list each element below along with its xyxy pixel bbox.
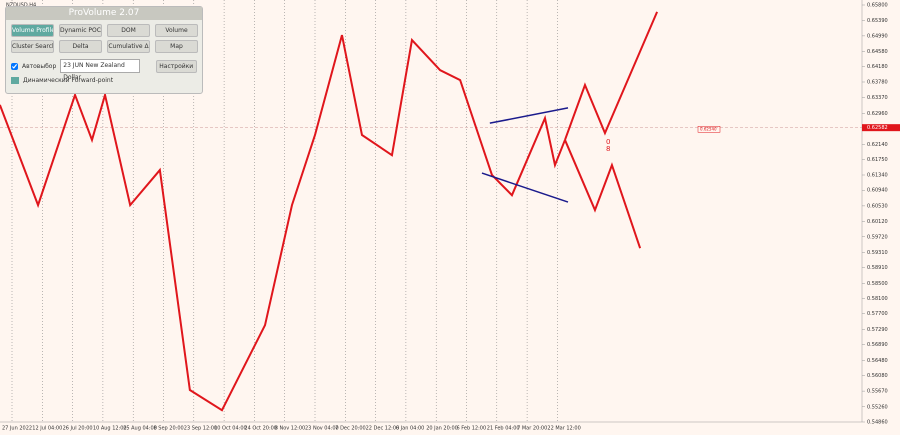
auto-label: Автовыбор bbox=[22, 62, 57, 70]
y-tick-label: 0.57290 bbox=[867, 327, 888, 333]
instrument-select[interactable]: 23 JUN New Zealand Dollar bbox=[60, 59, 140, 81]
x-tick-label: 10 Oct 04:00 bbox=[214, 426, 247, 432]
y-tick-label: 0.61340 bbox=[867, 173, 888, 179]
panel-button[interactable]: Volume bbox=[155, 24, 198, 37]
bid-label: 0.62540 bbox=[700, 126, 717, 131]
symbol: NZDUSD,H4 bbox=[6, 3, 36, 9]
panel-button[interactable]: Delta bbox=[59, 40, 102, 53]
x-tick-label: 23 Sep 12:00 bbox=[184, 426, 217, 432]
x-tick-label: 23 Nov 04:00 bbox=[305, 426, 339, 432]
y-tick-label: 0.65800 bbox=[867, 3, 888, 9]
panel-button[interactable]: Cumulative Δ bbox=[107, 40, 150, 53]
x-tick-label: 8 Nov 12:00 bbox=[275, 426, 306, 432]
x-tick-label: 7 Mar 20:00 bbox=[517, 426, 547, 432]
x-tick-label: 22 Dec 12:00 bbox=[366, 426, 400, 432]
wave-label: 0 bbox=[606, 138, 610, 146]
y-tick-label: 0.63370 bbox=[867, 95, 888, 101]
y-tick-label: 0.58100 bbox=[867, 296, 888, 302]
panel-title: ProVolume 2.07 bbox=[6, 7, 202, 20]
x-tick-label: 20 Jan 20:00 bbox=[426, 426, 458, 432]
auto-checkbox[interactable] bbox=[11, 62, 18, 70]
button-grid: Volume Profile Dynamic POC DOM Volume Cluste… bbox=[6, 20, 202, 57]
forward-row: Динамический Forward-point bbox=[6, 75, 202, 86]
x-tick-label: 24 Oct 20:00 bbox=[244, 426, 277, 432]
x-tick-label: 10 Aug 12:00 bbox=[93, 426, 127, 432]
x-tick-label: 7 Dec 20:00 bbox=[335, 426, 365, 432]
panel-button[interactable]: Volume Profile bbox=[11, 24, 54, 37]
y-tick-label: 0.64990 bbox=[867, 33, 888, 39]
y-tick-label: 0.56080 bbox=[867, 373, 888, 379]
x-tick-label: 21 Feb 04:00 bbox=[487, 426, 520, 432]
y-tick-label: 0.62140 bbox=[867, 142, 888, 148]
panel-button[interactable]: Cluster Search bbox=[11, 40, 54, 53]
bid-tag bbox=[697, 126, 721, 133]
y-tick-label: 0.60530 bbox=[867, 203, 888, 209]
y-tick-label: 0.62960 bbox=[867, 111, 888, 117]
settings-button[interactable]: Настройки bbox=[155, 59, 197, 73]
y-tick-label: 0.56480 bbox=[867, 358, 888, 364]
y-tick-label: 0.60940 bbox=[867, 188, 888, 194]
price-tag bbox=[862, 124, 900, 132]
forward-label: Динамический Forward-point bbox=[23, 77, 114, 84]
y-tick-label: 0.64180 bbox=[867, 64, 888, 70]
zigzag bbox=[0, 34, 566, 412]
y-tick-label: 0.54860 bbox=[867, 420, 888, 426]
channel-lower bbox=[481, 172, 569, 203]
x-tick-label: 12 Jul 04:00 bbox=[32, 426, 62, 432]
y-tick-label: 0.60120 bbox=[867, 219, 888, 225]
instrument-row: Автовыбор 23 JUN New Zealand Dollar Наст… bbox=[6, 57, 202, 81]
x-tick-label: 26 Jul 20:00 bbox=[63, 426, 93, 432]
y-tick-label: 0.63780 bbox=[867, 79, 888, 85]
panel-button[interactable]: DOM bbox=[107, 24, 150, 37]
y-tick-label: 0.65390 bbox=[867, 18, 888, 24]
projection-up bbox=[564, 11, 659, 141]
y-tick-label: 0.61750 bbox=[867, 157, 888, 163]
y-tick-label: 0.58910 bbox=[867, 265, 888, 271]
panel-button[interactable]: Map bbox=[155, 40, 198, 53]
y-tick-label: 0.59310 bbox=[867, 250, 888, 256]
y-tick-label: 0.56890 bbox=[867, 342, 888, 348]
current-price-label: 0.62582 bbox=[867, 125, 888, 131]
y-tick-label: 0.64580 bbox=[867, 49, 888, 55]
x-tick-label: 25 Aug 04:00 bbox=[123, 426, 157, 432]
projection-down bbox=[564, 139, 642, 249]
wave-label: 8 bbox=[606, 145, 610, 153]
x-tick-label: 8 Sep 20:00 bbox=[154, 426, 184, 432]
provolume-panel: ProVolume 2.07 Volume Profile Dynamic POC… bbox=[5, 6, 203, 94]
x-tick-label: 22 Mar 12:00 bbox=[547, 426, 580, 432]
toggle[interactable] bbox=[11, 77, 19, 84]
y-tick-label: 0.58500 bbox=[867, 281, 888, 287]
y-tick-label: 0.55670 bbox=[867, 389, 888, 395]
y-tick-label: 0.57700 bbox=[867, 311, 888, 317]
y-tick-label: 0.55260 bbox=[867, 404, 888, 410]
x-tick-label: 27 Jun 2022 bbox=[2, 426, 32, 432]
channel-upper bbox=[489, 107, 569, 124]
panel-button[interactable]: Dynamic POC bbox=[59, 24, 102, 37]
x-tick-label: 6 Jan 04:00 bbox=[396, 426, 424, 432]
x-tick-label: 6 Feb 12:00 bbox=[457, 426, 487, 432]
y-tick-label: 0.59720 bbox=[867, 234, 888, 240]
